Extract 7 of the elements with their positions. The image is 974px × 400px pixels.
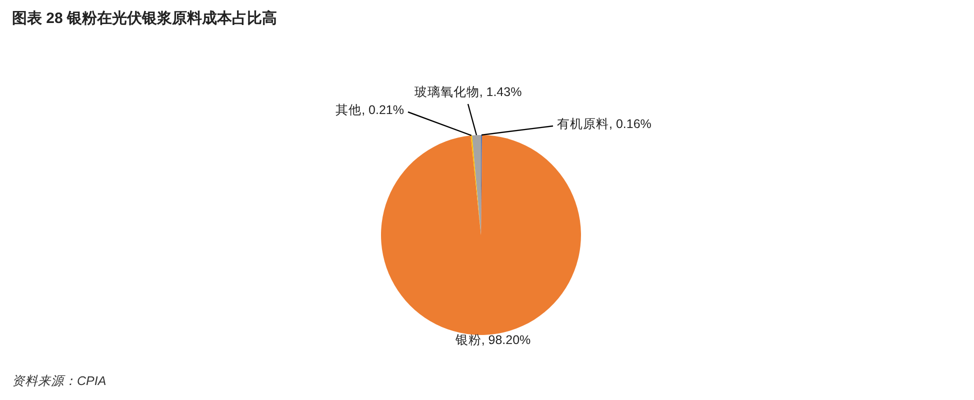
text: 图表 28 银粉在光伏银浆原料成本占比高 xyxy=(12,9,278,27)
slice-label: 其他, 0.21% xyxy=(336,103,404,117)
slice-label: 玻璃氧化物, 1.43% xyxy=(414,85,522,99)
text: 资料来源：CPIA xyxy=(12,374,106,388)
slice-label: 有机原料, 0.16% xyxy=(557,117,652,131)
slice-label: 银粉, 98.20% xyxy=(454,333,531,347)
pie-slice xyxy=(381,135,581,335)
